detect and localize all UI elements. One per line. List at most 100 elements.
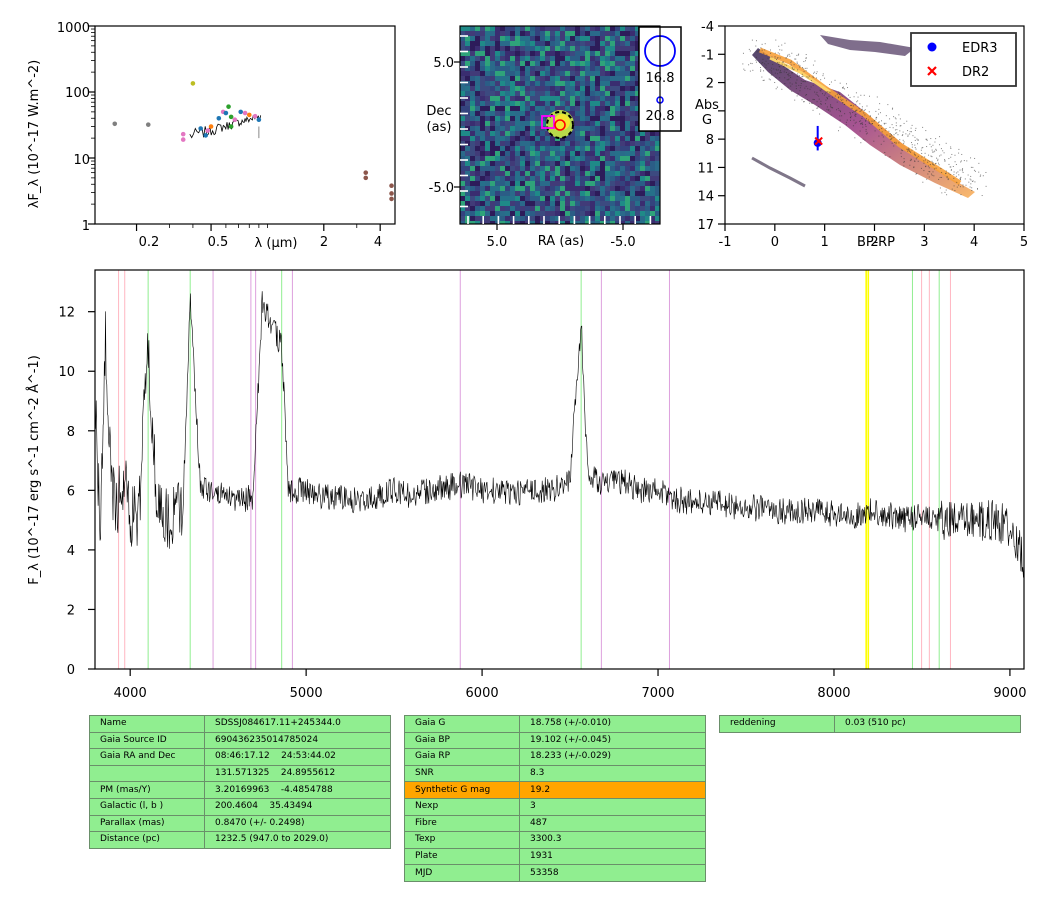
table-row: Gaia RP 18.233 (+/-0.029) <box>404 748 706 766</box>
hrd-xtick-label: 4 <box>970 235 978 250</box>
table-value-cell: 0.03 (510 pc) <box>834 715 1021 733</box>
sed-point <box>208 124 214 129</box>
table-row: Gaia G 18.758 (+/-0.010) <box>404 715 706 733</box>
table-value-cell: 3 <box>519 797 706 816</box>
hrd-panel: EDR3 DR2 -1 0 1 2 3 4 5 -4 -1 2 8 11 14 17 Abs G BP-RP <box>695 20 1028 250</box>
spectrum-xtick-label: 5000 <box>290 686 323 701</box>
spectrum-ytick-label: 8 <box>67 425 75 440</box>
table-value-cell: 18.233 (+/-0.029) <box>519 748 706 766</box>
hrd-legend-box <box>910 32 1017 87</box>
hrd-ytick-label: -1 <box>701 48 714 63</box>
table-key-cell: MJD <box>404 864 520 882</box>
hrd-ytick-label: 11 <box>697 161 714 176</box>
table-value-cell: 53358 <box>519 864 706 882</box>
sed-ytick-1000: 1000 <box>57 21 90 36</box>
sdss-position-marker <box>541 115 555 129</box>
hrd-xlabel: BP-RP <box>857 235 895 250</box>
sed-point <box>228 124 234 129</box>
hrd-ytick-label: -4 <box>701 20 714 35</box>
table-value-cell: SDSSJ084617.11+245344.0 <box>204 715 391 733</box>
table-value-cell: 8.3 <box>519 764 706 783</box>
spectrum-xtick-label: 8000 <box>817 686 850 701</box>
gaia-position-marker <box>554 119 566 131</box>
sed-point <box>190 81 196 86</box>
sed-point <box>232 117 238 123</box>
source-core <box>554 114 570 130</box>
sed-point <box>256 117 262 123</box>
hrd-xtick-label: 2 <box>870 235 878 250</box>
spectrum-xtick-label: 4000 <box>114 686 147 701</box>
image-panel: 16.8 20.8 5.0 -5.0 5.0 -5.0 RA (as) Dec(… <box>426 25 682 250</box>
table-key-cell: Distance (pc) <box>89 831 205 849</box>
spectrum-ytick-label: 6 <box>67 484 75 499</box>
table-row: PM (mas/Y) 3.20169963 -4.4854788 <box>89 781 391 799</box>
sed-xtick-4: 4 <box>374 235 382 250</box>
spectrum-ylabel: F_λ (10^-17 erg s^-1 cm^-2 Å^-1) <box>26 355 42 585</box>
info-table-right: reddening 0.03 (510 pc) <box>719 715 1021 733</box>
sed-ytick-10: 10 <box>73 153 90 168</box>
info-table-left: Name SDSSJ084617.11+245344.0 Gaia Source I… <box>89 715 391 849</box>
table-row: Synthetic G mag 19.2 <box>404 781 706 799</box>
table-row: Galactic (l, b ) 200.4604 35.43494 <box>89 797 391 816</box>
table-key-cell: Nexp <box>404 797 520 816</box>
sky-image <box>460 26 660 224</box>
table-value-cell: 1931 <box>519 847 706 866</box>
sed-point <box>203 133 208 138</box>
hrd-xtick-label: 0 <box>771 235 779 250</box>
table-key-cell: Fibre <box>404 814 520 833</box>
table-key-cell: Plate <box>404 847 520 866</box>
table-key-cell: reddening <box>719 715 835 733</box>
sed-point <box>238 109 244 115</box>
sed-point <box>389 196 394 202</box>
table-value-cell: 1232.5 (947.0 to 2029.0) <box>204 831 391 849</box>
img-ytick-5: 5.0 <box>433 56 454 71</box>
sed-xtick-0.2: 0.2 <box>139 235 160 250</box>
table-key-cell: Parallax (mas) <box>89 814 205 833</box>
dr2-point <box>814 136 823 146</box>
spectrum-ytick-label: 0 <box>67 663 75 678</box>
spectrum-frame <box>94 269 1025 670</box>
table-key-cell: Texp <box>404 831 520 849</box>
sed-point <box>226 104 231 109</box>
hrd-ytick-label: 8 <box>706 133 714 148</box>
sed-ytick-1: 1 <box>82 219 90 234</box>
table-value-cell: 131.571325 24.8955612 <box>204 764 391 783</box>
sed-xtick-0.5: 0.5 <box>208 235 229 250</box>
table-value-cell: 690436235014785024 <box>204 731 391 750</box>
table-value-cell: 18.758 (+/-0.010) <box>519 715 706 733</box>
img-xtick-m5: -5.0 <box>610 235 635 250</box>
sed-point <box>180 131 186 137</box>
table-value-cell: 3300.3 <box>519 831 706 849</box>
sed-panel: 1000 100 10 1 0.2 0.5 2 4 λ (μm) λF_λ (1… <box>27 21 396 251</box>
table-row: reddening 0.03 (510 pc) <box>719 715 1021 733</box>
table-key-cell: Name <box>89 715 205 733</box>
table-row: Parallax (mas) 0.8470 (+/- 0.2498) <box>89 814 391 833</box>
table-row: 131.571325 24.8955612 <box>89 764 391 783</box>
sed-ylabel: λF_λ (10^-17 W.m^-2) <box>27 60 42 208</box>
sed-point <box>389 183 394 189</box>
sed-point <box>198 126 203 131</box>
sed-point <box>180 137 186 142</box>
sed-point <box>363 175 369 181</box>
table-key-cell: Gaia RA and Dec <box>89 748 205 766</box>
spectrum-ytick-label: 4 <box>67 544 75 559</box>
sed-point <box>252 113 258 119</box>
table-value-cell: 19.102 (+/-0.045) <box>519 731 706 750</box>
spectrum-xtick-label: 6000 <box>466 686 499 701</box>
hrd-xtick-label: 1 <box>821 235 829 250</box>
info-table-middle: Gaia G 18.758 (+/-0.010) Gaia BP 19.102 (+/… <box>404 715 706 882</box>
table-row: Plate 1931 <box>404 847 706 866</box>
table-key-cell: PM (mas/Y) <box>89 781 205 799</box>
legend-dr2-label: DR2 <box>962 65 989 80</box>
table-row: Nexp 3 <box>404 797 706 816</box>
table-row: Gaia Source ID 690436235014785024 <box>89 731 391 750</box>
table-value-cell: 200.4604 35.43494 <box>204 797 391 816</box>
spectrum-ytick-label: 2 <box>67 603 75 618</box>
table-row: Gaia RA and Dec 08:46:17.12 24:53:44.02 <box>89 748 391 766</box>
img-xtick-5: 5.0 <box>487 235 508 250</box>
sed-point <box>145 122 151 127</box>
sed-point <box>112 121 118 127</box>
hrd-ytick-label: 2 <box>706 77 714 92</box>
table-key-cell: Gaia BP <box>404 731 520 750</box>
